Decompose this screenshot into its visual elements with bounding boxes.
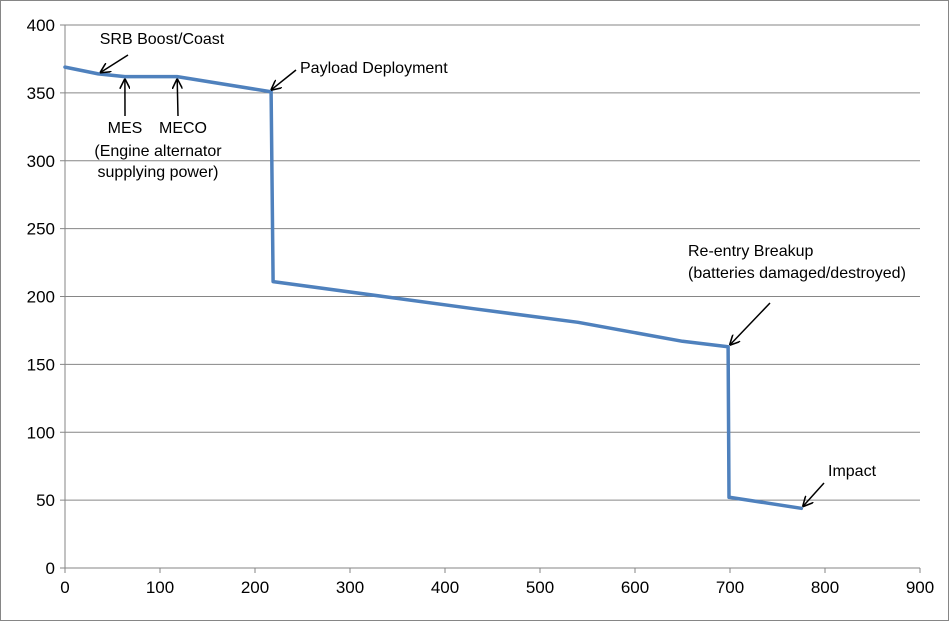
x-tick-label-800: 800 <box>811 578 839 597</box>
grid-layer <box>65 24 920 501</box>
x-tick-label-700: 700 <box>716 578 744 597</box>
annotation-mes-text-1: MES <box>108 120 143 137</box>
annotation-meco-text-1: MECO <box>159 120 207 137</box>
annotation-meco: MECO <box>159 80 207 137</box>
x-tick-label-200: 200 <box>241 578 269 597</box>
annotation-impact-arrow <box>803 482 825 506</box>
annotation-mes-text-3: supplying power) <box>98 164 219 181</box>
annotation-srb: SRB Boost/Coast <box>100 31 225 72</box>
annotation-reentry: Re-entry Breakup (batteries damaged/destr… <box>688 243 906 345</box>
y-tick-label-250: 250 <box>27 220 55 239</box>
annotation-mes-text-2: (Engine alternator <box>94 143 222 160</box>
x-tick-label-600: 600 <box>621 578 649 597</box>
series-line-power <box>63 65 804 511</box>
annotation-payload-arrow <box>272 69 297 90</box>
x-tick-label-400: 400 <box>431 578 459 597</box>
annotation-impact-text-1: Impact <box>828 463 877 480</box>
x-tick-label-100: 100 <box>146 578 174 597</box>
annotation-payload: Payload Deployment <box>272 60 448 90</box>
series-layer <box>63 65 804 511</box>
annotation-meco-arrow <box>177 80 178 117</box>
annotation-payload-text-1: Payload Deployment <box>300 60 448 77</box>
x-tick-label-0: 0 <box>60 578 69 597</box>
y-tick-label-150: 150 <box>27 355 55 374</box>
annotation-reentry-text-2: (batteries damaged/destroyed) <box>688 265 906 282</box>
y-tick-label-400: 400 <box>27 16 55 35</box>
annotation-reentry-text-1: Re-entry Breakup <box>688 243 813 260</box>
annotation-mes: MES (Engine alternator supplying power) <box>94 80 222 181</box>
annotation-srb-arrow <box>101 54 129 72</box>
x-tick-label-300: 300 <box>336 578 364 597</box>
annotation-impact: Impact <box>803 463 877 506</box>
y-tick-label-50: 50 <box>36 491 55 510</box>
axis-layer: 0 50 100 150 200 250 300 350 400 0 100 200 300 400 500… <box>27 16 935 597</box>
annotation-srb-text-1: SRB Boost/Coast <box>100 31 225 48</box>
x-tick-label-900: 900 <box>906 578 934 597</box>
y-tick-label-350: 350 <box>27 84 55 103</box>
y-tick-label-0: 0 <box>46 559 55 578</box>
y-tick-label-100: 100 <box>27 423 55 442</box>
annotation-reentry-arrow <box>730 302 771 345</box>
annotation-layer: SRB Boost/Coast MES (Engine alternator supp… <box>94 31 906 506</box>
x-tick-label-500: 500 <box>526 578 554 597</box>
y-tick-label-200: 200 <box>27 288 55 307</box>
y-tick-label-300: 300 <box>27 152 55 171</box>
